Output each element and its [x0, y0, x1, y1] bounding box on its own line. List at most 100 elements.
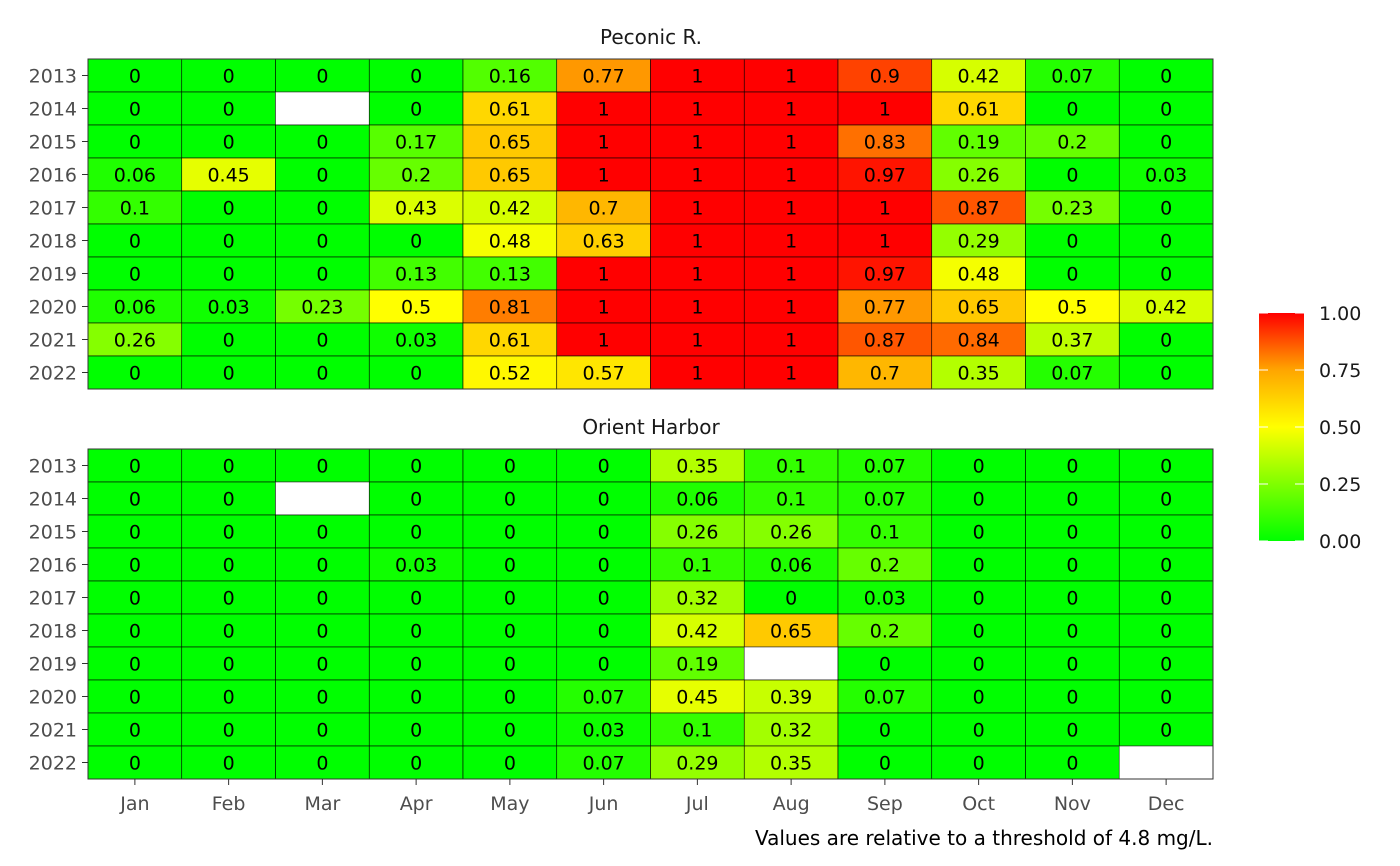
cell-value-label: 0 [1160, 198, 1172, 220]
heatmap-cell [743, 514, 839, 549]
cell-value-label: 0 [316, 132, 328, 154]
heatmap-cell [1025, 679, 1120, 714]
heatmap-cell [368, 190, 464, 225]
cell-value-label: 0 [1160, 456, 1172, 478]
cell-value-label: 1 [598, 264, 610, 286]
cell-value-label: 0 [129, 687, 141, 709]
cell-value-label: 0.42 [957, 66, 999, 88]
heatmap-cell [181, 124, 276, 159]
cell-value-label: 0.35 [770, 753, 812, 775]
heatmap-cell [1025, 289, 1120, 324]
cell-group [87, 58, 1214, 390]
heatmap-cell [1118, 256, 1214, 291]
cell-value-label: 0 [1160, 231, 1172, 253]
cell-value-label: 1 [691, 66, 703, 88]
heatmap-cell [275, 322, 370, 357]
x-tick-label: Jul [685, 793, 709, 815]
heatmap-cell [650, 448, 745, 483]
heatmap-cell [368, 322, 464, 357]
cell-value-label: 1 [785, 99, 797, 121]
cell-value-label: 1 [691, 330, 703, 352]
cell-value-label: 0 [879, 720, 891, 742]
cell-value-label: 0 [129, 753, 141, 775]
heatmap-cell [1025, 157, 1120, 192]
cell-value-label: 0 [129, 456, 141, 478]
cell-value-label: 0 [973, 687, 985, 709]
heatmap-cell [181, 289, 276, 324]
x-tick-label: Apr [400, 793, 433, 815]
heatmap-cell [1025, 613, 1120, 648]
facet-orient-harbor: Orient Harbor 0 0 0 0 0 0 0.35 0.1 0.07 0 0 00 0 0 0 0 0… [29, 415, 1214, 780]
cell-value-label: 0 [410, 753, 422, 775]
heatmap-cell [743, 322, 839, 357]
cell-value-label: 0.61 [489, 330, 531, 352]
cell-value-label: 0.2 [870, 621, 900, 643]
heatmap-cell [931, 322, 1026, 357]
cell-value-label: 0 [223, 456, 235, 478]
cell-value-label: 0.07 [582, 687, 624, 709]
heatmap-cell [275, 190, 370, 225]
heatmap-cell [462, 679, 558, 714]
cell-value-label: 0.16 [489, 66, 531, 88]
cell-group [87, 448, 1214, 780]
facet-title: Peconic R. [600, 25, 702, 49]
chart-caption: Values are relative to a threshold of 4.… [755, 826, 1213, 850]
cell-value-label: 0 [410, 588, 422, 610]
cell-value-label: 0 [973, 588, 985, 610]
cell-value-label: 0.84 [957, 330, 999, 352]
heatmap-cell [462, 355, 558, 390]
cell-value-label: 0 [223, 720, 235, 742]
heatmap-cell [87, 355, 183, 390]
heatmap-cell [837, 223, 933, 258]
cell-value-label: 0 [1160, 99, 1172, 121]
heatmap-cell [275, 157, 370, 192]
heatmap-cell [87, 322, 183, 357]
cell-value-label: 0 [598, 621, 610, 643]
cell-value-label: 0.13 [395, 264, 437, 286]
heatmap-cell [931, 448, 1026, 483]
cell-value-label: 0 [316, 555, 328, 577]
x-tick-label: Sep [867, 793, 903, 815]
cell-value-label: 0.03 [395, 330, 437, 352]
cell-value-label: 0 [1066, 621, 1078, 643]
cell-value-label: 1 [598, 132, 610, 154]
cell-value-label: 0.43 [395, 198, 437, 220]
cell-value-label: 1 [691, 363, 703, 385]
heatmap-cell [931, 745, 1026, 780]
cell-value-label: 0.37 [1051, 330, 1093, 352]
cell-value-label: 0.42 [489, 198, 531, 220]
heatmap-cell [275, 289, 370, 324]
heatmap-cell [181, 58, 276, 93]
cell-value-label: 0.2 [1057, 132, 1087, 154]
y-tick-label: 2018 [29, 231, 77, 253]
cell-value-label: 0.29 [676, 753, 718, 775]
heatmap-cell [275, 355, 370, 390]
heatmap-cell [275, 547, 370, 582]
y-tick-label: 2018 [29, 621, 77, 643]
cell-value-label: 0 [316, 654, 328, 676]
cell-value-label: 1 [691, 297, 703, 319]
heatmap-cell [556, 256, 651, 291]
cell-value-label: 0 [223, 489, 235, 511]
heatmap-cell [837, 322, 933, 357]
cell-value-label: 0.5 [1057, 297, 1087, 319]
heatmap-cell [1118, 580, 1214, 615]
cell-value-label: 0 [223, 198, 235, 220]
cell-value-label: 0 [504, 621, 516, 643]
cell-value-label: 0 [1066, 654, 1078, 676]
cell-value-label: 0 [223, 522, 235, 544]
x-tick-label: Dec [1148, 793, 1185, 815]
cell-value-label: 1 [785, 198, 797, 220]
cell-value-label: 0 [973, 753, 985, 775]
cell-value-label: 0 [1066, 720, 1078, 742]
cell-label-group: 0 0 0 0 0 0 0.35 0.1 0.07 0 0 0 0 0 0 0 0 0.06 0.1 0.07 0 0 0 0… [129, 456, 1172, 775]
heatmap-cell [1118, 646, 1214, 681]
cell-value-label: 0 [1066, 753, 1078, 775]
heatmap-cell [87, 580, 183, 615]
cell-value-label: 0 [504, 456, 516, 478]
cell-value-label: 0 [504, 555, 516, 577]
cell-value-label: 0 [410, 363, 422, 385]
cell-value-label: 0 [129, 99, 141, 121]
heatmap-cell [368, 712, 464, 747]
legend-tick-label: 0.75 [1319, 360, 1361, 382]
